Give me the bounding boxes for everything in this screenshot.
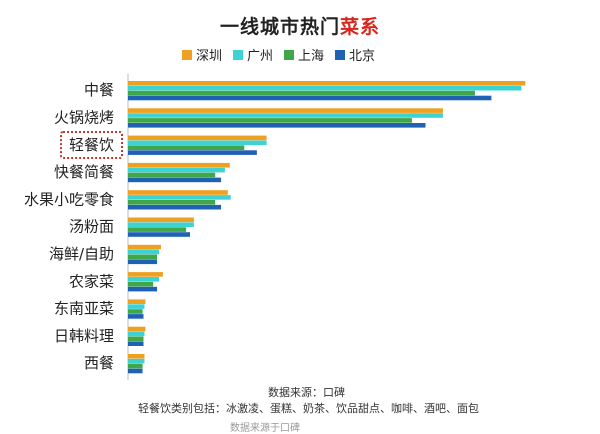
bar xyxy=(128,359,144,364)
category-label: 火锅烧烤 xyxy=(54,109,114,127)
bar xyxy=(128,200,215,205)
bar xyxy=(128,222,194,227)
category-label: 农家菜 xyxy=(69,272,114,290)
category-label: 西餐 xyxy=(84,354,114,372)
chart: 一线城市热门菜系 深圳 广州 上海 北京 中餐 火锅烧烤 轻餐饮 快餐简餐 水果小吃零食 汤粉面… xyxy=(0,0,600,424)
bar xyxy=(128,227,186,232)
bar xyxy=(128,277,159,282)
bar xyxy=(128,287,157,292)
category-label: 快餐简餐 xyxy=(54,163,114,181)
bar xyxy=(128,123,425,128)
category-label: 东南亚菜 xyxy=(54,300,114,318)
bar xyxy=(128,332,144,337)
bar xyxy=(128,178,221,183)
bar xyxy=(128,118,412,123)
bar xyxy=(128,260,157,265)
bar xyxy=(128,369,143,374)
bar xyxy=(128,195,231,200)
bar xyxy=(128,255,157,260)
bar xyxy=(128,364,143,369)
cut-off-text: 数据来源于口碑 xyxy=(230,419,300,434)
category-label: 海鲜/自助 xyxy=(49,245,114,263)
category-label: 水果小吃零食 xyxy=(24,190,114,208)
bar xyxy=(128,250,159,255)
bar xyxy=(128,304,144,309)
bar xyxy=(128,190,228,195)
bar xyxy=(128,272,163,277)
bar xyxy=(128,309,143,314)
bar xyxy=(128,327,145,332)
category-label: 中餐 xyxy=(84,81,114,99)
bar xyxy=(128,245,161,250)
category-label: 汤粉面 xyxy=(69,218,114,236)
bar xyxy=(128,168,225,173)
bar xyxy=(128,218,194,223)
bar xyxy=(128,314,144,319)
bar xyxy=(128,91,475,96)
bar xyxy=(128,136,267,141)
bar xyxy=(128,282,153,287)
bar xyxy=(128,354,144,359)
bar xyxy=(128,341,144,346)
bar xyxy=(128,150,257,155)
bar xyxy=(128,108,443,113)
bar xyxy=(128,173,215,178)
bar xyxy=(128,81,525,86)
bar xyxy=(128,337,144,342)
bar xyxy=(128,141,267,146)
highlight-box xyxy=(60,131,123,159)
category-label: 日韩料理 xyxy=(54,327,114,345)
category-note: 轻餐饮类别包括：冰激凌、蛋糕、奶茶、饮品甜点、咖啡、酒吧、面包 xyxy=(138,400,479,416)
bar xyxy=(128,163,230,168)
data-source-note: 数据来源：口碑 xyxy=(268,384,345,400)
bar xyxy=(128,113,443,118)
bar xyxy=(128,299,145,304)
bar xyxy=(128,205,221,210)
bar xyxy=(128,86,521,91)
bar xyxy=(128,145,244,150)
bar xyxy=(128,96,491,101)
bar xyxy=(128,232,190,237)
